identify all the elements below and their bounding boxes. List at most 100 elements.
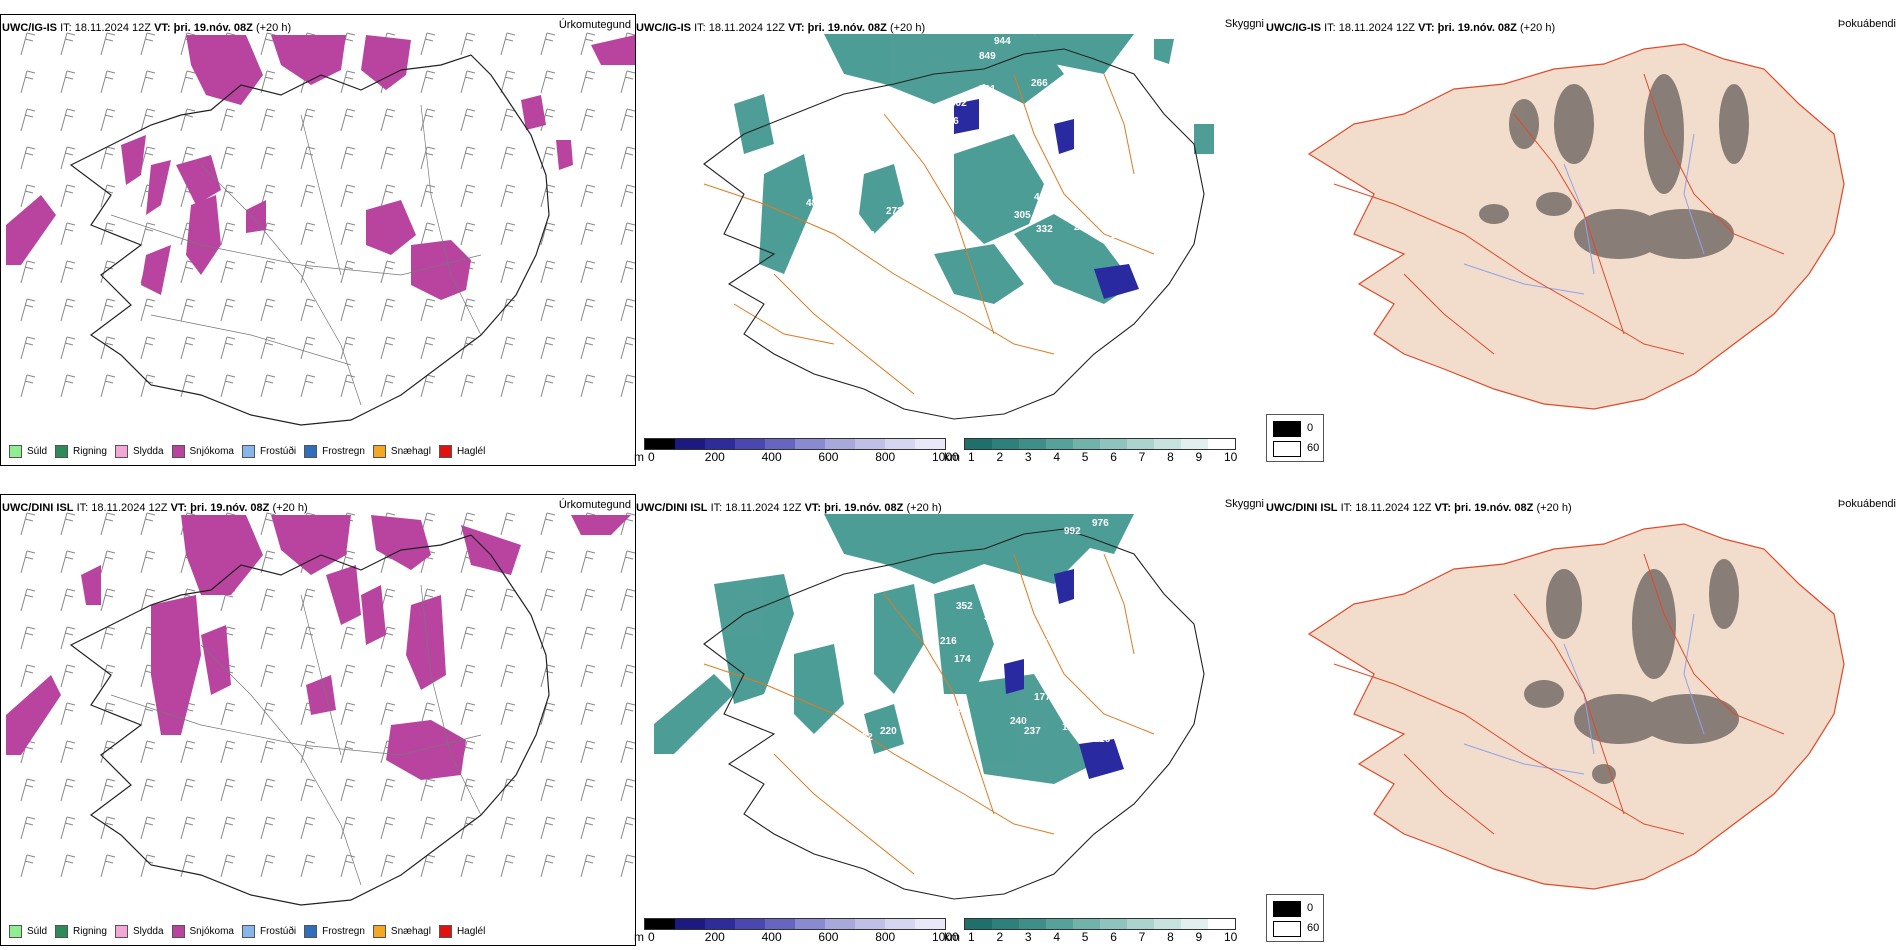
legend-item-rigning: Rigning: [55, 444, 107, 458]
roads: [110, 584, 482, 886]
wind-barb: [540, 740, 556, 764]
fog-legend-low: 60: [1307, 442, 1320, 454]
legend-label: Rigning: [73, 445, 107, 457]
wind-barb: [380, 854, 396, 878]
wind-barb: [500, 32, 516, 56]
visibility-areas: [654, 514, 1134, 784]
wind-barb: [580, 32, 596, 56]
cloud-base-label: 460: [1034, 192, 1051, 203]
colorbar-tick-label: 1: [968, 930, 975, 944]
visibility-colorbar-row2: km 1 2 3 4 5 6 7 8 9 10: [944, 918, 1237, 948]
wind-barb: [460, 588, 476, 612]
colorbar-tick-label: 0: [648, 450, 655, 464]
wind-barb: [460, 626, 476, 650]
wind-barb: [620, 146, 635, 170]
wind-barb: [140, 70, 156, 94]
wind-barb: [300, 816, 316, 840]
wind-barb: [140, 222, 156, 246]
colorbar-segment: [1154, 919, 1181, 929]
wind-barb: [300, 184, 316, 208]
wind-barb: [540, 702, 556, 726]
colorbar-tick-label: 5: [1081, 450, 1089, 464]
wind-barb: [620, 626, 635, 650]
wind-barb: [60, 778, 76, 802]
colorbar-tick-label: 6: [1110, 450, 1117, 464]
vt-value: þri. 19.nóv. 08Z: [1454, 502, 1534, 514]
legend-label: Snjókoma: [189, 445, 234, 457]
wind-barb: [460, 108, 476, 132]
wind-barb: [620, 702, 635, 726]
colorbar-segment: [735, 439, 765, 449]
wind-barb: [420, 374, 436, 398]
wind-barb: [220, 336, 236, 360]
legend-swatch: [304, 924, 318, 938]
wind-barb: [340, 374, 356, 398]
wind-barb: [420, 854, 436, 878]
wind-barb: [580, 854, 596, 878]
wind-barb: [20, 854, 36, 878]
wind-barb: [620, 550, 635, 574]
colorbar-segment: [1208, 919, 1235, 929]
cloud-base-label: 138: [1046, 632, 1063, 643]
legend-swatch: [438, 924, 452, 938]
colorbar-segment: [1073, 919, 1100, 929]
wind-barb: [420, 778, 436, 802]
wind-barb: [580, 108, 596, 132]
wind-barb: [500, 512, 516, 536]
legend-label: Haglél: [456, 445, 486, 457]
colorbar-segment: [1100, 919, 1127, 929]
colorbar-segment: [855, 919, 885, 929]
wind-barb: [260, 336, 276, 360]
wind-barb: [180, 816, 196, 840]
wind-barb: [500, 740, 516, 764]
wind-barb: [540, 854, 556, 878]
colorbar-tick-label: 200: [704, 930, 725, 944]
wind-barb: [100, 374, 116, 398]
wind-barb: [380, 626, 396, 650]
wind-barb: [100, 336, 116, 360]
colorbar-tick-label: 4: [1053, 450, 1061, 464]
colorbar-tick-label: 400: [761, 930, 782, 944]
colorbar-segment: [992, 439, 1019, 449]
wind-barb: [580, 260, 596, 284]
wind-barb: [620, 108, 635, 132]
legend-item-súld: Súld: [9, 444, 47, 458]
colorbar-tick-label: 3: [1024, 450, 1032, 464]
wind-barb: [180, 374, 196, 398]
vt-label: VT:: [804, 502, 822, 514]
wind-barb: [60, 184, 76, 208]
colorbar-tick-label: 1000: [932, 930, 959, 944]
wind-barb: [340, 336, 356, 360]
colorbar-segment: [1208, 439, 1235, 449]
colorbar-segment: [795, 439, 825, 449]
wind-barb: [60, 108, 76, 132]
wind-barb: [100, 778, 116, 802]
legend-label: Frostregn: [322, 925, 365, 937]
vt-label: VT:: [788, 22, 805, 34]
wind-barb: [380, 816, 396, 840]
colorbar-unit: km: [944, 450, 960, 464]
legend-label: Rigning: [73, 925, 107, 937]
wind-barb: [540, 32, 556, 56]
wind-barb: [100, 854, 116, 878]
colorbar-segment: [705, 439, 735, 449]
wind-barb: [300, 778, 316, 802]
wind-barb: [100, 146, 116, 170]
colorbar-segment: [765, 439, 795, 449]
wind-barb: [420, 70, 436, 94]
wind-barb: [340, 778, 356, 802]
fog-panel-row1: Þokuábendi: [1264, 14, 1900, 434]
wind-barb: [180, 260, 196, 284]
colorbar-tick-label: 2: [996, 930, 1004, 944]
legend-swatch: [171, 924, 185, 938]
wind-barb: [100, 626, 116, 650]
roads-orange: [703, 553, 1155, 875]
visibility-colorbar: [964, 918, 1236, 930]
legend-label: Snæhagl: [390, 925, 431, 937]
wind-barb: [60, 854, 76, 878]
cloud-base-label: 237: [1024, 726, 1041, 737]
panel-header-row2-precip: UWC/DINI ISL IT: 18.11.2024 12Z VT: þri.…: [2, 502, 308, 514]
legend-item-haglél: Haglél: [438, 924, 485, 938]
it-value: 18.11.2024 12Z: [74, 22, 151, 34]
